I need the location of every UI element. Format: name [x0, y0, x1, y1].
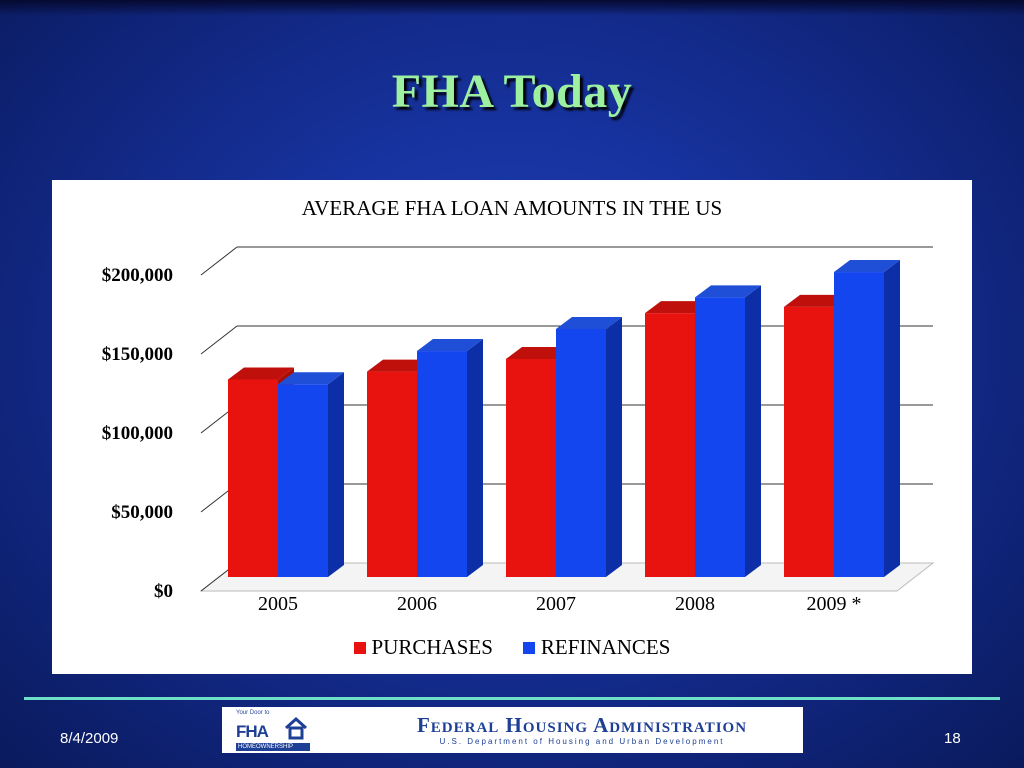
bar-purchases-4: [784, 306, 834, 577]
footer-divider: [24, 697, 1000, 700]
bar-purchases-3: [645, 313, 695, 577]
bar-top: [556, 316, 622, 329]
gridline-depth: [200, 325, 238, 355]
legend-label-purchases: PURCHASES: [371, 635, 493, 659]
chart-legend: PURCHASES REFINANCES: [52, 635, 972, 660]
y-tick-label: $0: [154, 581, 173, 602]
agency-name: Federal Housing Administration: [416, 713, 748, 737]
x-tick-label: 2006: [397, 593, 437, 615]
slide-title: FHA Today: [391, 65, 633, 118]
bar-purchases-2: [506, 358, 556, 577]
top-shadow-bar: [0, 0, 1024, 16]
bar-refinances-2: [556, 328, 606, 577]
legend-item-purchases: PURCHASES: [353, 635, 493, 660]
legend-item-refinances: REFINANCES: [522, 635, 671, 660]
bar-top: [506, 346, 572, 359]
bar-top: [834, 260, 900, 273]
legend-label-refinances: REFINANCES: [540, 635, 671, 659]
legend-swatch-refinances: [522, 641, 535, 654]
bar-refinances-3: [695, 297, 745, 577]
y-tick-label: $50,000: [111, 502, 173, 523]
y-tick-label: $150,000: [102, 344, 173, 365]
fha-logo-banner: Your Door to FHA HOMEOWNERSHIP Federal H…: [222, 707, 803, 753]
house-icon: [284, 716, 308, 740]
x-tick-label: 2005: [258, 593, 298, 615]
bar-side: [745, 285, 761, 577]
bar-top: [228, 367, 294, 380]
bar-top: [367, 359, 433, 372]
bar-top: [784, 294, 850, 307]
bar-top: [645, 301, 711, 314]
bar-side: [606, 316, 622, 577]
bar-purchases-1: [367, 371, 417, 577]
bar-top: [695, 285, 761, 298]
bar-side: [467, 339, 483, 577]
footer-date: 8/4/2009: [60, 730, 119, 747]
legend-swatch-purchases: [353, 641, 366, 654]
bar-top: [278, 372, 344, 385]
y-tick-label: $100,000: [102, 423, 173, 444]
bar-purchases-0: [228, 379, 278, 577]
y-tick-label: $200,000: [102, 265, 173, 286]
bar-side: [328, 372, 344, 577]
fha-logo: Your Door to FHA HOMEOWNERSHIP: [236, 710, 312, 751]
x-tick-label: 2009 *: [807, 593, 862, 615]
bar-refinances-0: [278, 384, 328, 577]
bar-refinances-1: [417, 351, 467, 577]
bar-top: [417, 339, 483, 352]
fha-homeownership: HOMEOWNERSHIP: [236, 743, 310, 751]
x-tick-label: 2008: [675, 593, 715, 615]
gridline-depth: [200, 246, 238, 276]
chart-panel: $0 $50,000 $100,000 $150,000 $200,000 2005 200…: [52, 180, 972, 674]
agency-subtitle: U.S. Department of Housing and Urban Dev…: [439, 737, 725, 746]
bar-chart: $0 $50,000 $100,000 $150,000 $200,000 2005 200…: [102, 246, 935, 615]
bar-side: [884, 260, 900, 577]
fha-letters: FHA: [236, 722, 269, 741]
page-number: 18: [944, 730, 961, 747]
chart-title: AVERAGE FHA LOAN AMOUNTS IN THE US: [301, 196, 723, 220]
bar-refinances-4: [834, 272, 884, 577]
x-tick-label: 2007: [536, 593, 576, 615]
fha-tagline: Your Door to: [236, 710, 270, 716]
